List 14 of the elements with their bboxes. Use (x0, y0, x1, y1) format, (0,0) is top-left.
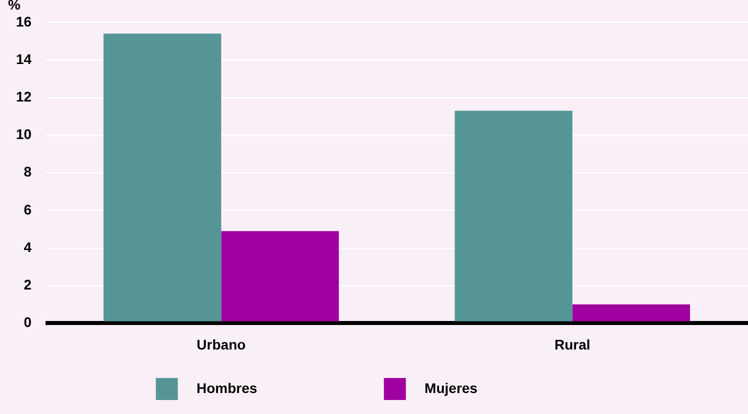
y-axis-title: % (8, 0, 21, 12)
y-tick-label: 10 (16, 126, 32, 142)
y-tick-label: 16 (16, 13, 32, 30)
legend-label: Mujeres (412, 380, 594, 396)
y-tick-label: 8 (24, 164, 32, 180)
y-tick-label: 12 (16, 88, 32, 104)
y-tick-label: 4 (24, 238, 32, 255)
y-tick-label: 2 (24, 276, 32, 292)
legend-label: Hombres (184, 380, 374, 396)
x-tick-label: Rural (554, 336, 590, 352)
x-tick-label: Urbano (196, 336, 246, 352)
y-tick-label: 6 (24, 201, 32, 218)
y-tick-label: 14 (16, 50, 32, 67)
y-tick-label: 0 (24, 314, 32, 330)
